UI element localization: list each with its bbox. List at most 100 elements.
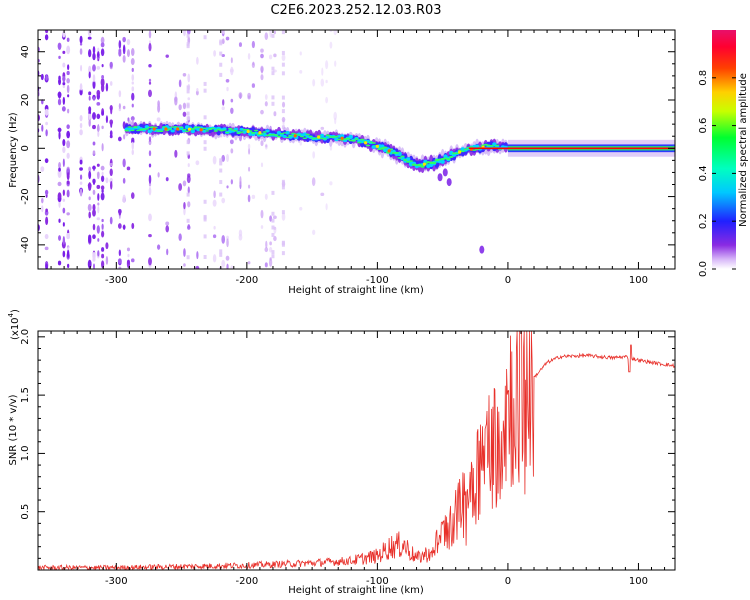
noise-blob [97, 193, 100, 201]
noise-blob [265, 240, 268, 249]
noise-blob [79, 48, 83, 55]
noise-blob [165, 177, 169, 182]
noise-blob [45, 208, 48, 213]
noise-blob [87, 259, 92, 269]
noise-column-speck [281, 109, 285, 114]
noise-blob [62, 139, 66, 147]
noise-blob [195, 160, 200, 166]
noise-blob [62, 198, 66, 202]
noise-blob [225, 36, 230, 41]
trace-band-4 [285, 136, 290, 139]
noise-blob [66, 212, 70, 216]
noise-blob [45, 74, 48, 81]
noise-blob [247, 143, 251, 149]
noise-blob [100, 36, 105, 44]
trace-band-4 [354, 138, 359, 140]
noise-blob [269, 215, 273, 222]
noise-column-speck [281, 95, 285, 100]
noise-blob [333, 30, 337, 36]
noise-blob [92, 178, 96, 184]
noise-blob [312, 151, 316, 159]
noise-blob [329, 145, 333, 151]
trace-band-3 [319, 133, 325, 138]
noise-blob [97, 238, 100, 242]
trace-hotspot [375, 144, 379, 148]
noise-blob [92, 257, 96, 262]
noise-blob [92, 189, 96, 195]
trace-band-4 [351, 139, 356, 142]
noise-blob [97, 171, 100, 180]
trace-band-4 [144, 128, 150, 130]
noise-blob [41, 124, 44, 132]
trace-band-4 [250, 131, 256, 134]
trace-band-4 [124, 129, 129, 132]
noise-blob [221, 154, 226, 162]
trace-drip [437, 173, 443, 182]
noise-column-speck [281, 241, 285, 246]
noise-blob [182, 111, 187, 117]
noise-blob [57, 127, 62, 133]
noise-blob [148, 213, 152, 222]
noise-blob [109, 162, 113, 167]
trace-drip [446, 178, 452, 187]
noise-blob [62, 189, 65, 196]
noise-blob [122, 177, 126, 184]
trace-band-4 [133, 126, 138, 129]
trace-hotspot [152, 127, 156, 131]
noise-blob [222, 99, 225, 106]
noise-blob [122, 194, 126, 203]
noise-blob [109, 61, 113, 68]
noise-blob [195, 90, 199, 96]
noise-column-speck [281, 30, 285, 35]
noise-blob [41, 197, 44, 204]
noise-blob [126, 247, 130, 252]
trace-hotspot [422, 162, 426, 166]
bottom-y-tick-label: 1.0 [20, 445, 31, 461]
trace-band-4 [454, 152, 460, 155]
noise-blob [226, 263, 229, 269]
noise-blob [225, 78, 230, 83]
noise-column-speck [203, 254, 207, 259]
trace-band-4 [159, 130, 164, 133]
noise-blob [130, 192, 135, 200]
top-y-tick-label: -20 [20, 188, 31, 204]
trace-band-4 [397, 157, 402, 159]
noise-blob [58, 75, 61, 81]
trace-band-4 [296, 134, 302, 136]
trace-band-4 [262, 131, 267, 133]
noise-blob [127, 253, 130, 258]
noise-blob [273, 236, 277, 242]
snr-series-line [38, 331, 675, 570]
noise-blob [260, 109, 264, 115]
noise-blob [131, 139, 135, 144]
noise-blob [269, 241, 272, 246]
noise-blob [182, 72, 187, 77]
noise-blob [66, 232, 70, 237]
noise-blob [88, 118, 91, 127]
noise-blob [334, 60, 337, 67]
bottom-x-tick-label: 0 [505, 576, 511, 587]
noise-blob [312, 229, 316, 236]
noise-blob [100, 48, 105, 57]
noise-blob [66, 152, 70, 159]
noise-blob [329, 41, 333, 49]
noise-blob [122, 225, 126, 230]
noise-column-speck [186, 255, 190, 260]
trace-hotspot [164, 127, 168, 131]
noise-column-speck [281, 251, 285, 256]
noise-blob [196, 56, 199, 65]
noise-blob [299, 141, 302, 146]
noise-blob [45, 216, 49, 226]
noise-blob [118, 266, 122, 269]
noise-blob [92, 209, 96, 217]
noise-column-speck [186, 102, 190, 107]
trace-band-4 [302, 137, 308, 140]
noise-blob [268, 246, 273, 253]
trace-band-3 [334, 137, 339, 142]
noise-blob [118, 90, 122, 98]
noise-blob [130, 48, 135, 57]
noise-blob [92, 80, 96, 89]
noise-blob [221, 30, 225, 35]
colorbar: 0.0 0.2 0.4 0.6 0.8 Normalized spectral ampl… [698, 30, 749, 277]
noise-blob [247, 92, 251, 99]
